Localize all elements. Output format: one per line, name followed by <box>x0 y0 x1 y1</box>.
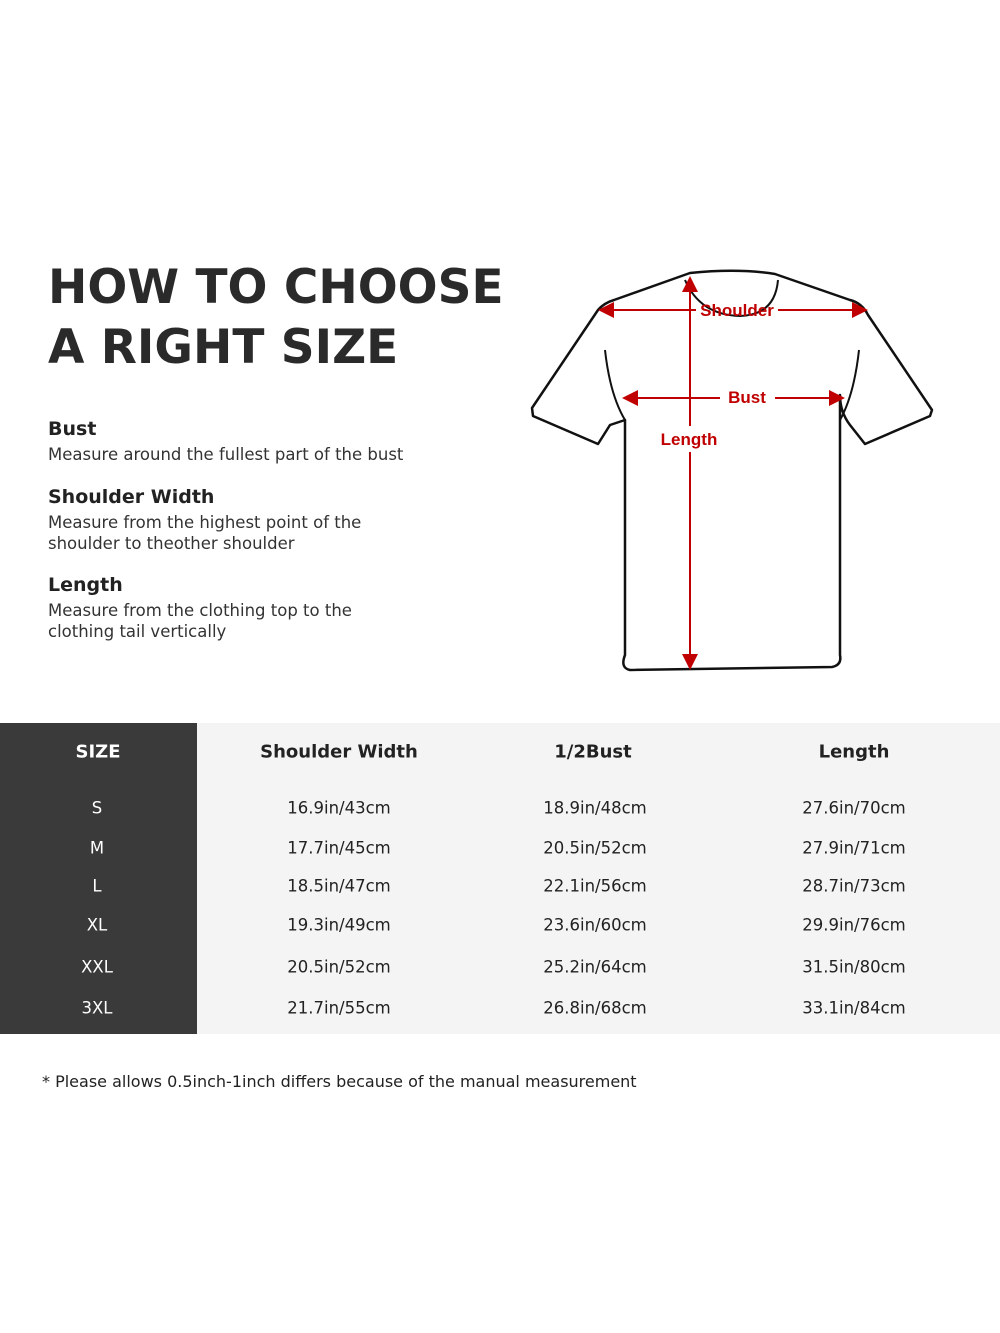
header-shoulder-width: Shoulder Width <box>260 741 418 763</box>
table-cell: 26.8in/68cm <box>543 998 647 1018</box>
bust-label: Bust <box>728 388 766 407</box>
header-size: SIZE <box>75 741 121 763</box>
table-cell: 17.7in/45cm <box>287 838 391 858</box>
size-m: M <box>89 838 105 858</box>
table-cell: 22.1in/56cm <box>543 876 647 896</box>
table-cell: 29.9in/76cm <box>802 915 906 935</box>
guide-text: Measure around the fullest part of the b… <box>48 445 404 464</box>
size-l: L <box>92 876 102 896</box>
table-cell: 20.5in/52cm <box>287 957 391 977</box>
guide-shoulder-width: Shoulder Width Measure from the highest … <box>48 486 361 554</box>
header-length: Length <box>818 741 890 763</box>
size-xxl: XXL <box>81 957 113 977</box>
tshirt-diagram: Shoulder Bust Length <box>530 269 934 672</box>
size-xl: XL <box>86 915 108 935</box>
measurement-arrows <box>598 276 868 670</box>
size-s: S <box>91 798 103 818</box>
table-cell: 27.9in/71cm <box>802 838 906 858</box>
guide-text: Measure from the clothing top to the clot… <box>48 601 352 641</box>
footnote: * Please allows 0.5inch-1inch differs be… <box>42 1072 637 1091</box>
title-line-1: HOW TO CHOOSE <box>48 260 504 315</box>
guide-heading: Bust <box>48 418 97 440</box>
guide-bust: Bust Measure around the fullest part of … <box>48 418 403 465</box>
title-line-2: A RIGHT SIZE <box>48 320 399 375</box>
table-cell: 16.9in/43cm <box>287 798 391 818</box>
size-3xl: 3XL <box>81 998 113 1018</box>
guide-text: Measure from the highest point of the sho… <box>48 513 362 553</box>
size-table: SIZE S M L XL XXL 3XL Shoulder Width 1/2… <box>0 723 1000 1034</box>
shoulder-label: Shoulder <box>700 301 774 320</box>
table-cell: 33.1in/84cm <box>802 998 906 1018</box>
guide-length: Length Measure from the clothing top to … <box>48 574 352 642</box>
header-half-bust: 1/2Bust <box>554 741 632 763</box>
table-cell: 20.5in/52cm <box>543 838 647 858</box>
table-cell: 21.7in/55cm <box>287 998 391 1018</box>
table-cell: 18.5in/47cm <box>287 876 391 896</box>
guide-heading: Length <box>48 574 123 596</box>
size-column: SIZE S M L XL XXL 3XL <box>0 723 197 1034</box>
table-cell: 28.7in/73cm <box>802 876 906 896</box>
table-cell: 25.2in/64cm <box>543 957 647 977</box>
length-label: Length <box>661 430 718 449</box>
tshirt-outline <box>530 269 934 672</box>
table-cell: 31.5in/80cm <box>802 957 906 977</box>
guide-heading: Shoulder Width <box>48 486 215 508</box>
table-cell: 23.6in/60cm <box>543 915 647 935</box>
table-cell: 18.9in/48cm <box>543 798 647 818</box>
table-cell: 19.3in/49cm <box>287 915 391 935</box>
page-title: HOW TO CHOOSE A RIGHT SIZE <box>48 258 504 378</box>
table-cell: 27.6in/70cm <box>802 798 906 818</box>
